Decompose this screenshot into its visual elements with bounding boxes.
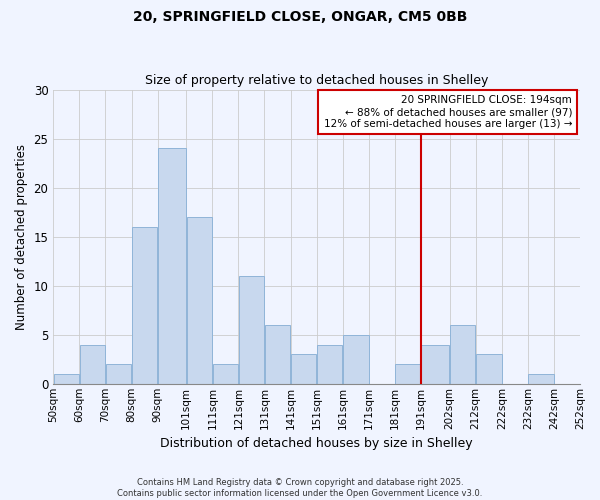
Bar (106, 364, 131, 384)
Bar (80, 344, 105, 384)
Bar (343, 334, 368, 384)
Bar (265, 325, 290, 384)
Y-axis label: Number of detached properties: Number of detached properties (15, 144, 28, 330)
Bar (158, 148, 186, 384)
Text: 20, SPRINGFIELD CLOSE, ONGAR, CM5 0BB: 20, SPRINGFIELD CLOSE, ONGAR, CM5 0BB (133, 10, 467, 24)
X-axis label: Distribution of detached houses by size in Shelley: Distribution of detached houses by size … (160, 437, 473, 450)
Bar (212, 364, 238, 384)
Text: 20 SPRINGFIELD CLOSE: 194sqm
← 88% of detached houses are smaller (97)
12% of se: 20 SPRINGFIELD CLOSE: 194sqm ← 88% of de… (323, 96, 572, 128)
Bar (53, 374, 79, 384)
Text: Contains HM Land Registry data © Crown copyright and database right 2025.
Contai: Contains HM Land Registry data © Crown c… (118, 478, 482, 498)
Bar (528, 374, 554, 384)
Bar (395, 364, 421, 384)
Bar (450, 325, 475, 384)
Bar (421, 344, 449, 384)
Bar (317, 344, 343, 384)
Title: Size of property relative to detached houses in Shelley: Size of property relative to detached ho… (145, 74, 488, 87)
Bar (132, 227, 157, 384)
Bar (291, 354, 316, 384)
Bar (476, 354, 502, 384)
Bar (187, 217, 212, 384)
Bar (239, 276, 264, 384)
